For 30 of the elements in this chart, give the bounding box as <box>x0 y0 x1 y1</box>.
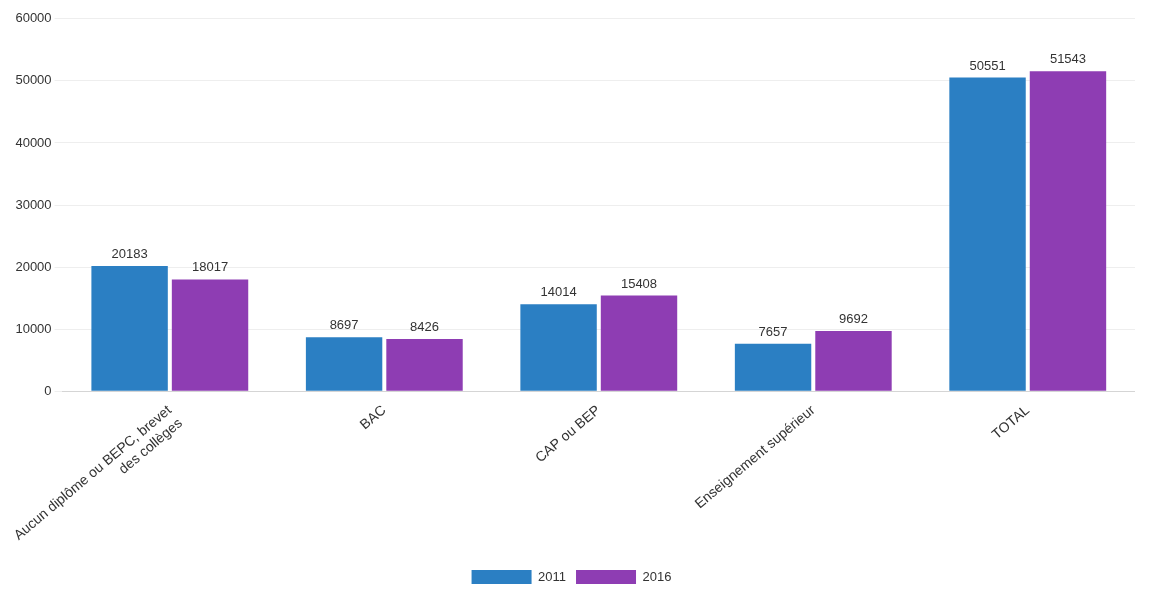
data-label: 51543 <box>1049 51 1087 67</box>
data-label: 20183 <box>111 246 148 262</box>
bar <box>734 343 812 391</box>
data-label: 18017 <box>191 259 229 275</box>
bar <box>305 337 383 391</box>
y-tick-label: 60000 <box>15 10 52 26</box>
y-tick-label: 10000 <box>15 320 52 336</box>
data-label: 8697 <box>329 317 359 333</box>
x-tick-label: BAC <box>356 401 389 433</box>
bar <box>1029 71 1107 391</box>
bar <box>171 279 249 391</box>
bar <box>386 338 463 391</box>
y-tick-label: 50000 <box>15 72 52 88</box>
y-tick-label: 30000 <box>15 196 52 212</box>
data-label: 9692 <box>839 311 868 327</box>
y-tick-label: 0 <box>44 382 52 398</box>
data-label: 8426 <box>410 318 439 334</box>
bar <box>815 331 892 391</box>
y-tick-label: 40000 <box>15 134 52 150</box>
bar <box>91 265 168 391</box>
data-label: 15408 <box>620 275 658 291</box>
bar <box>949 77 1026 391</box>
legend-label: 2016 <box>642 568 672 584</box>
bar <box>600 295 678 391</box>
data-label: 50551 <box>969 57 1006 73</box>
data-label: 7657 <box>758 323 788 339</box>
bar <box>520 304 597 391</box>
data-label: 14014 <box>540 284 577 300</box>
y-tick-label: 20000 <box>15 258 52 274</box>
legend-label: 2011 <box>538 568 567 584</box>
